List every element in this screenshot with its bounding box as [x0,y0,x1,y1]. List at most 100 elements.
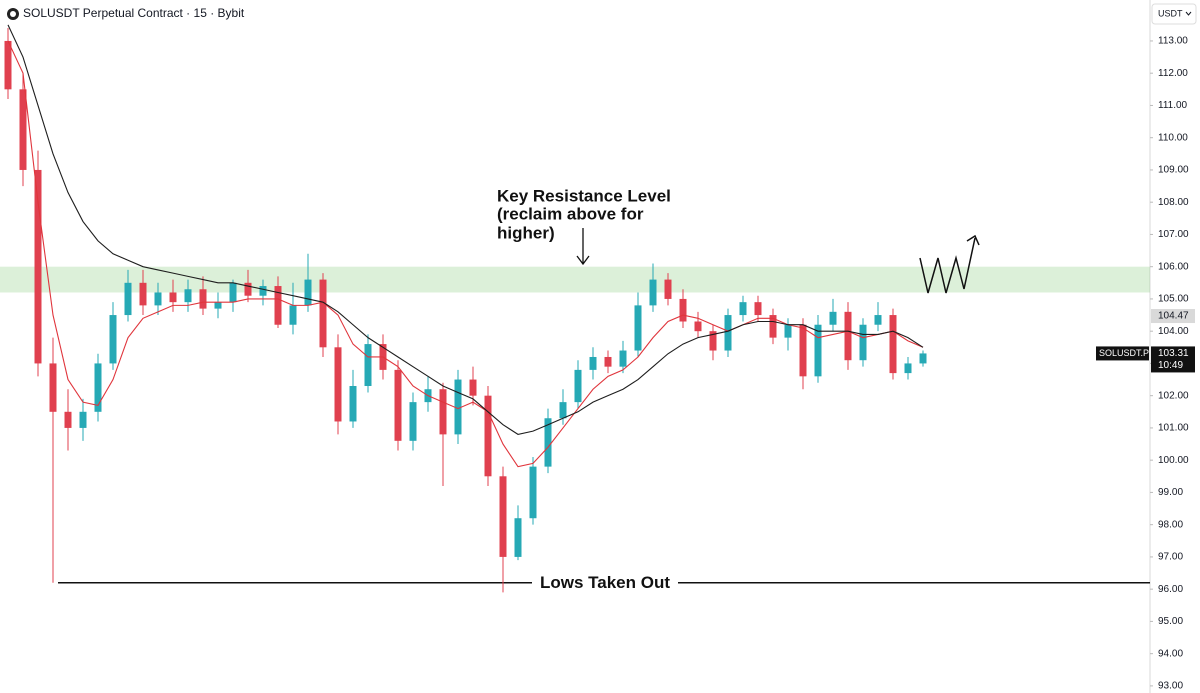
candle-body [469,379,477,396]
y-tick-label: 108.00 [1158,197,1189,208]
candle-body [19,89,27,170]
candle-body [844,311,852,361]
candle-body [544,418,552,467]
candle-body [94,363,102,412]
y-tick-label: 113.00 [1158,36,1188,47]
logo-inner [10,11,16,17]
candle-body [484,395,492,477]
candle-body [784,324,792,338]
candle-body [154,292,162,306]
candle-body [724,315,732,351]
y-tick-label: 112.00 [1158,68,1188,79]
currency-label[interactable]: USDT [1158,8,1183,18]
moving-average [7,24,924,435]
candle-body [814,324,822,377]
candle-body [184,289,192,303]
y-tick-label: 99.00 [1158,487,1183,498]
candle-body [514,518,522,557]
candle-body [109,315,117,364]
candle-body [904,363,912,374]
candle-body [4,40,12,90]
candle-body [859,324,867,361]
annotation-line: higher) [497,223,555,242]
y-tick-label: 96.00 [1158,584,1183,595]
last-price-tag [1151,346,1195,373]
candle-body [289,305,297,325]
candle-body [454,379,462,435]
candle-body [259,286,267,296]
candle-body [274,286,282,325]
symbol-tag [1096,346,1149,361]
y-tick-label: 97.00 [1158,552,1183,563]
candle-body [124,282,132,316]
candle-body [754,302,762,316]
candle-body [349,386,357,422]
candle-body [79,411,87,428]
y-tick-label: 101.00 [1158,423,1189,434]
moving-average [7,40,924,468]
candle-body [679,298,687,322]
annotation-line: Key Resistance Level [497,186,671,205]
candle-body [199,289,207,309]
annotation: Lows Taken Out [540,573,670,592]
y-tick-label: 98.00 [1158,519,1183,530]
candle-body [394,369,402,441]
candle-body [739,302,747,316]
candle-body [574,369,582,403]
candle-body [829,311,837,325]
y-tick-label: 95.00 [1158,616,1183,627]
zigzag-arrow [919,234,980,294]
candle-body [874,315,882,325]
candle-body [799,324,807,377]
plot [0,24,1150,593]
y-tick-label: 94.00 [1158,648,1183,659]
candle-body [634,305,642,351]
y-tick-label: 104.00 [1158,326,1189,337]
ma-price-label: 104.47 [1158,311,1189,322]
candle-body [214,302,222,309]
candle-body [49,363,57,412]
candle-body [709,331,717,351]
y-tick-label: 105.00 [1158,294,1189,305]
symbol-label: SOLUSDT.P [1099,348,1149,358]
last-price-label: 103.31 [1158,348,1189,359]
candle-body [529,466,537,519]
currency-caret [1185,11,1192,16]
candle-body [304,279,312,306]
candle-body [694,321,702,332]
ma-price-tag [1151,309,1195,324]
candle-body [559,402,567,419]
candle-body [169,292,177,303]
y-tick-label: 102.00 [1158,390,1189,401]
candle-body [499,476,507,557]
y-tick-label: 111.00 [1158,100,1188,111]
candle-body [334,347,342,422]
candle-body [229,282,237,303]
annotation-line: (reclaim above for [497,204,644,223]
candle-body [139,282,147,306]
candle-body [769,315,777,338]
currency-button[interactable] [1151,3,1197,25]
countdown-label: 10:49 [1158,360,1183,371]
candle-body [664,279,672,299]
candle-body [34,169,42,364]
candle-body [604,356,612,367]
down-arrow [576,228,590,266]
resistance-zone [0,266,1150,293]
y-tick-label: 100.00 [1158,455,1189,466]
y-tick-label: 110.00 [1158,132,1188,143]
candle-body [244,282,252,296]
candle-body [589,356,597,370]
y-tick-label: 109.00 [1158,165,1189,176]
candle-body [364,344,372,387]
y-tick-label: 93.00 [1158,681,1183,692]
y-tick-label: 106.00 [1158,261,1189,272]
candle-body [649,279,657,306]
candle-body [319,279,327,348]
y-tick-label: 107.00 [1158,229,1189,240]
candle-body [64,411,72,428]
candle-body [409,402,417,441]
chart-title: SOLUSDT Perpetual Contract · 15 · Bybit [23,6,245,20]
